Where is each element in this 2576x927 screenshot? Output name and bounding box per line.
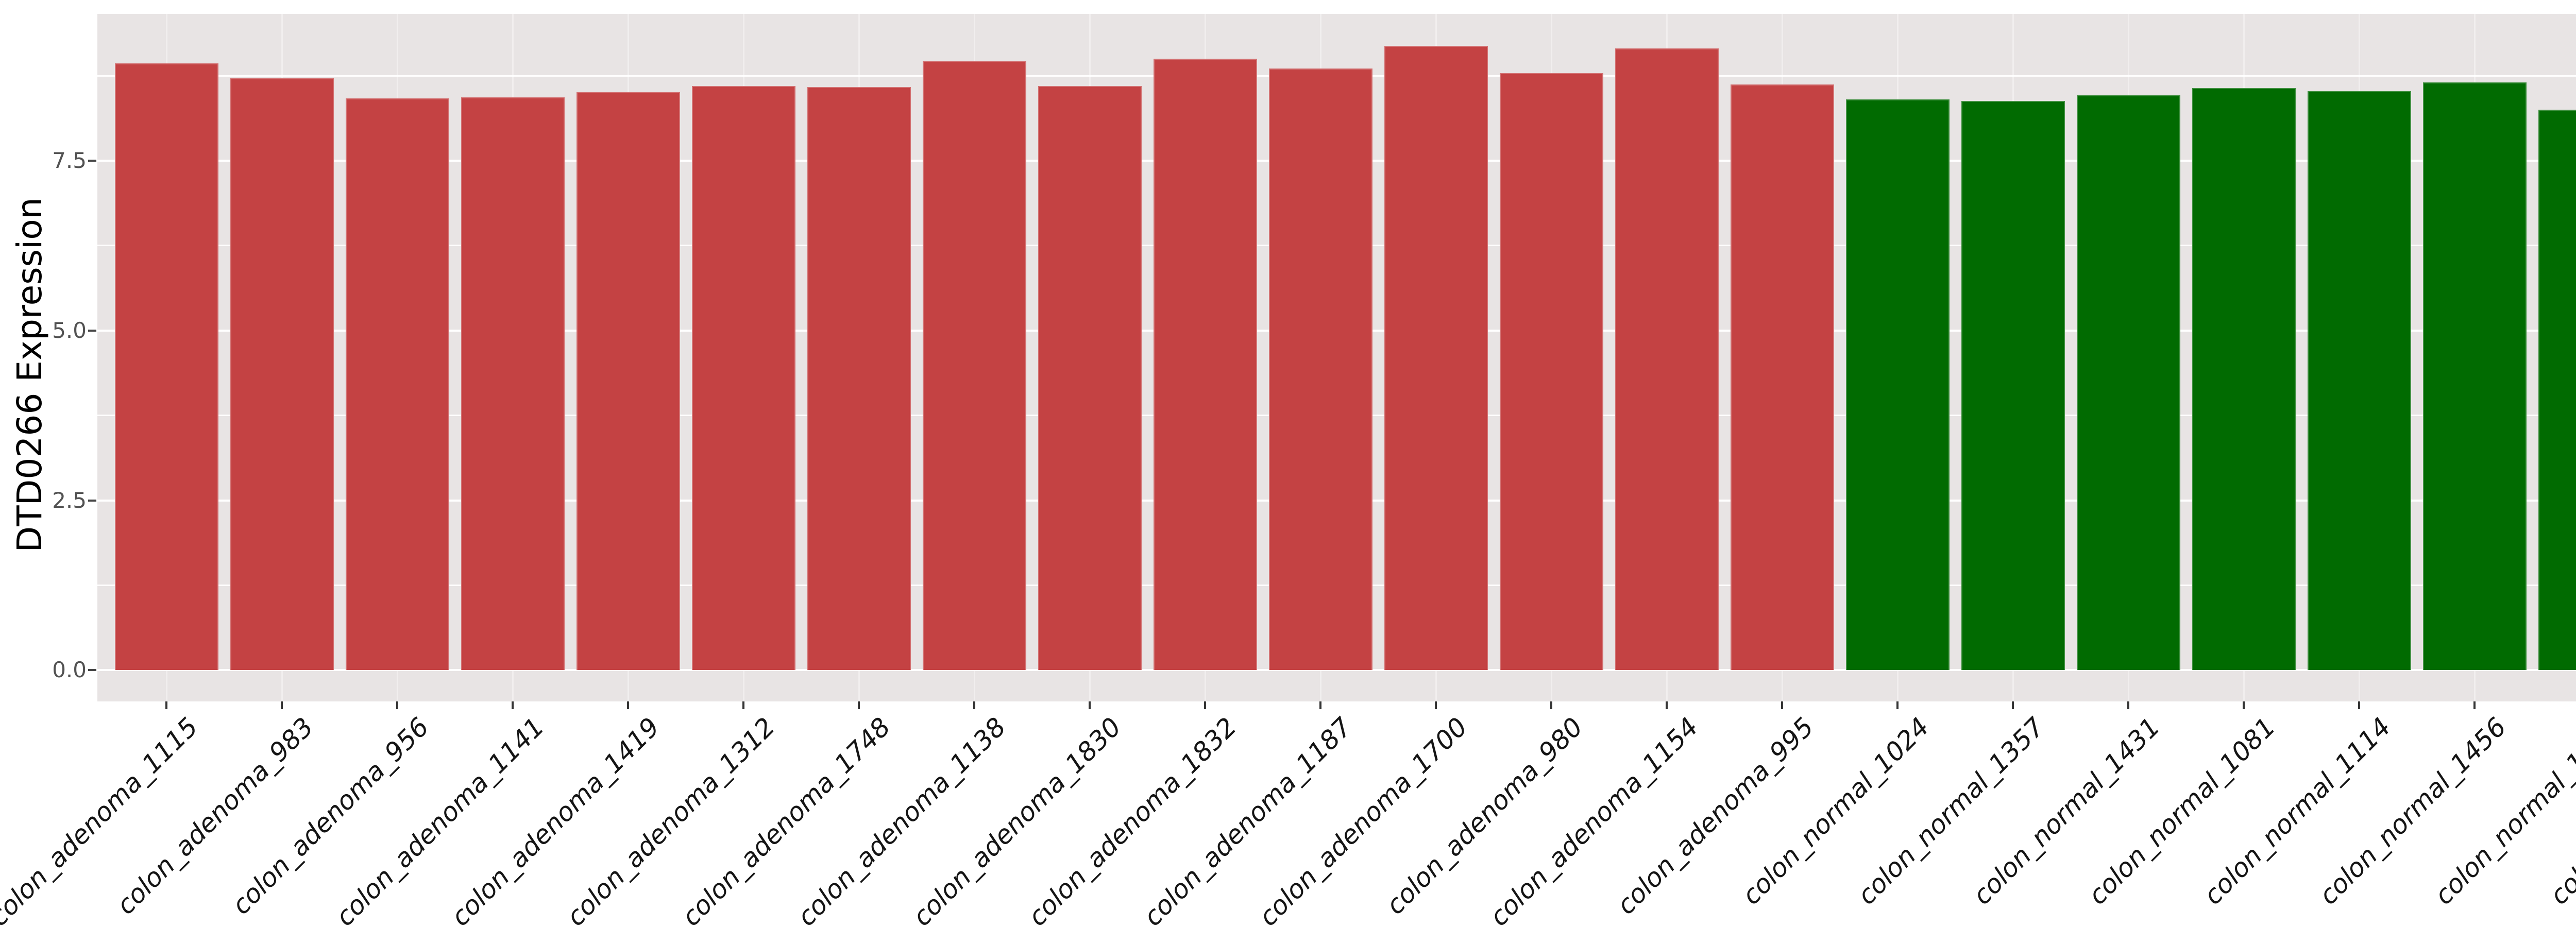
- x-tick-mark: [2012, 701, 2014, 709]
- bar-colon_normal_1081: [2192, 88, 2296, 671]
- bar-colon_adenoma_1832: [1153, 59, 1258, 671]
- bar-colon_adenoma_1419: [576, 92, 681, 671]
- bar-colon_normal_1431: [2076, 95, 2181, 671]
- bar-colon_normal_1456: [2422, 82, 2527, 671]
- bar-colon_adenoma_1154: [1615, 48, 1719, 671]
- x-tick-mark: [1089, 701, 1091, 709]
- bar-colon_adenoma_983: [230, 78, 334, 671]
- bar-colon_normal_1114: [2307, 91, 2412, 671]
- x-tick-mark: [281, 701, 283, 709]
- y-tick-mark: [88, 669, 96, 672]
- x-tick-mark: [1319, 701, 1322, 709]
- x-tick-label: colon_adenoma_995: [1611, 712, 1820, 920]
- x-tick-label: colon_adenoma_1115: [0, 712, 204, 927]
- bar-colon_adenoma_995: [1730, 84, 1835, 671]
- y-tick-label: 5.0: [52, 317, 87, 343]
- bar-colon_normal_1357: [1961, 100, 2065, 671]
- y-tick-label: 0.0: [52, 657, 87, 683]
- x-tick-mark: [973, 701, 976, 709]
- x-tick-label: colon_adenoma_1312: [561, 712, 781, 927]
- x-tick-mark: [165, 701, 168, 709]
- x-tick-label: colon_adenoma_1700: [1253, 712, 1473, 927]
- y-axis-title: DTD0266 Expression: [10, 197, 49, 553]
- x-tick-label: colon_adenoma_1138: [791, 712, 1012, 927]
- x-tick-mark: [2127, 701, 2130, 709]
- bar-colon_adenoma_980: [1499, 73, 1604, 671]
- x-tick-label: colon_adenoma_1748: [676, 712, 896, 927]
- x-tick-label: colon_adenoma_1141: [330, 712, 550, 927]
- x-tick-mark: [1435, 701, 1437, 709]
- x-tick-mark: [1550, 701, 1553, 709]
- bar-colon_adenoma_1187: [1268, 68, 1373, 671]
- x-tick-label: colon_adenoma_1830: [907, 712, 1127, 927]
- y-tick-mark: [88, 499, 96, 502]
- x-tick-label: colon_adenoma_980: [1380, 712, 1589, 920]
- x-tick-mark: [2243, 701, 2245, 709]
- y-tick-label: 2.5: [52, 487, 87, 513]
- x-tick-mark: [2473, 701, 2476, 709]
- x-tick-mark: [396, 701, 399, 709]
- x-tick-label: colon_adenoma_1832: [1022, 712, 1243, 927]
- y-tick-label: 7.5: [52, 147, 87, 173]
- x-tick-label: colon_adenoma_1187: [1138, 712, 1358, 927]
- bar-colon_adenoma_1830: [1038, 85, 1142, 671]
- bar-colon_adenoma_1748: [807, 87, 911, 671]
- x-tick-label: colon_adenoma_983: [110, 712, 319, 920]
- bar-colon_adenoma_956: [345, 98, 450, 671]
- bar-colon_adenoma_1115: [114, 63, 219, 671]
- x-tick-mark: [1204, 701, 1207, 709]
- x-tick-mark: [1896, 701, 1899, 709]
- bar-colon_adenoma_1138: [922, 61, 1027, 671]
- x-tick-mark: [512, 701, 514, 709]
- x-tick-label: colon_adenoma_1154: [1484, 712, 1704, 927]
- bar-colon_adenoma_1312: [691, 85, 796, 671]
- bar-colon_adenoma_1141: [461, 97, 565, 671]
- bar-colon_adenoma_1700: [1384, 46, 1488, 671]
- plot-area: [97, 14, 2576, 701]
- y-tick-mark: [88, 159, 96, 162]
- y-gridline-major: [97, 669, 2576, 672]
- x-tick-mark: [858, 701, 860, 709]
- x-tick-label: colon_adenoma_1419: [445, 712, 666, 927]
- x-tick-mark: [2358, 701, 2361, 709]
- bar-colon_normal_1024: [1845, 99, 1950, 671]
- x-tick-mark: [627, 701, 630, 709]
- x-tick-label: colon_normal_1122: [2544, 712, 2576, 911]
- bar-colon_normal_1440: [2538, 110, 2576, 671]
- x-tick-mark: [1666, 701, 1668, 709]
- x-tick-mark: [742, 701, 745, 709]
- y-tick-mark: [88, 329, 96, 332]
- x-tick-mark: [1781, 701, 1784, 709]
- x-tick-label: colon_adenoma_956: [226, 712, 435, 920]
